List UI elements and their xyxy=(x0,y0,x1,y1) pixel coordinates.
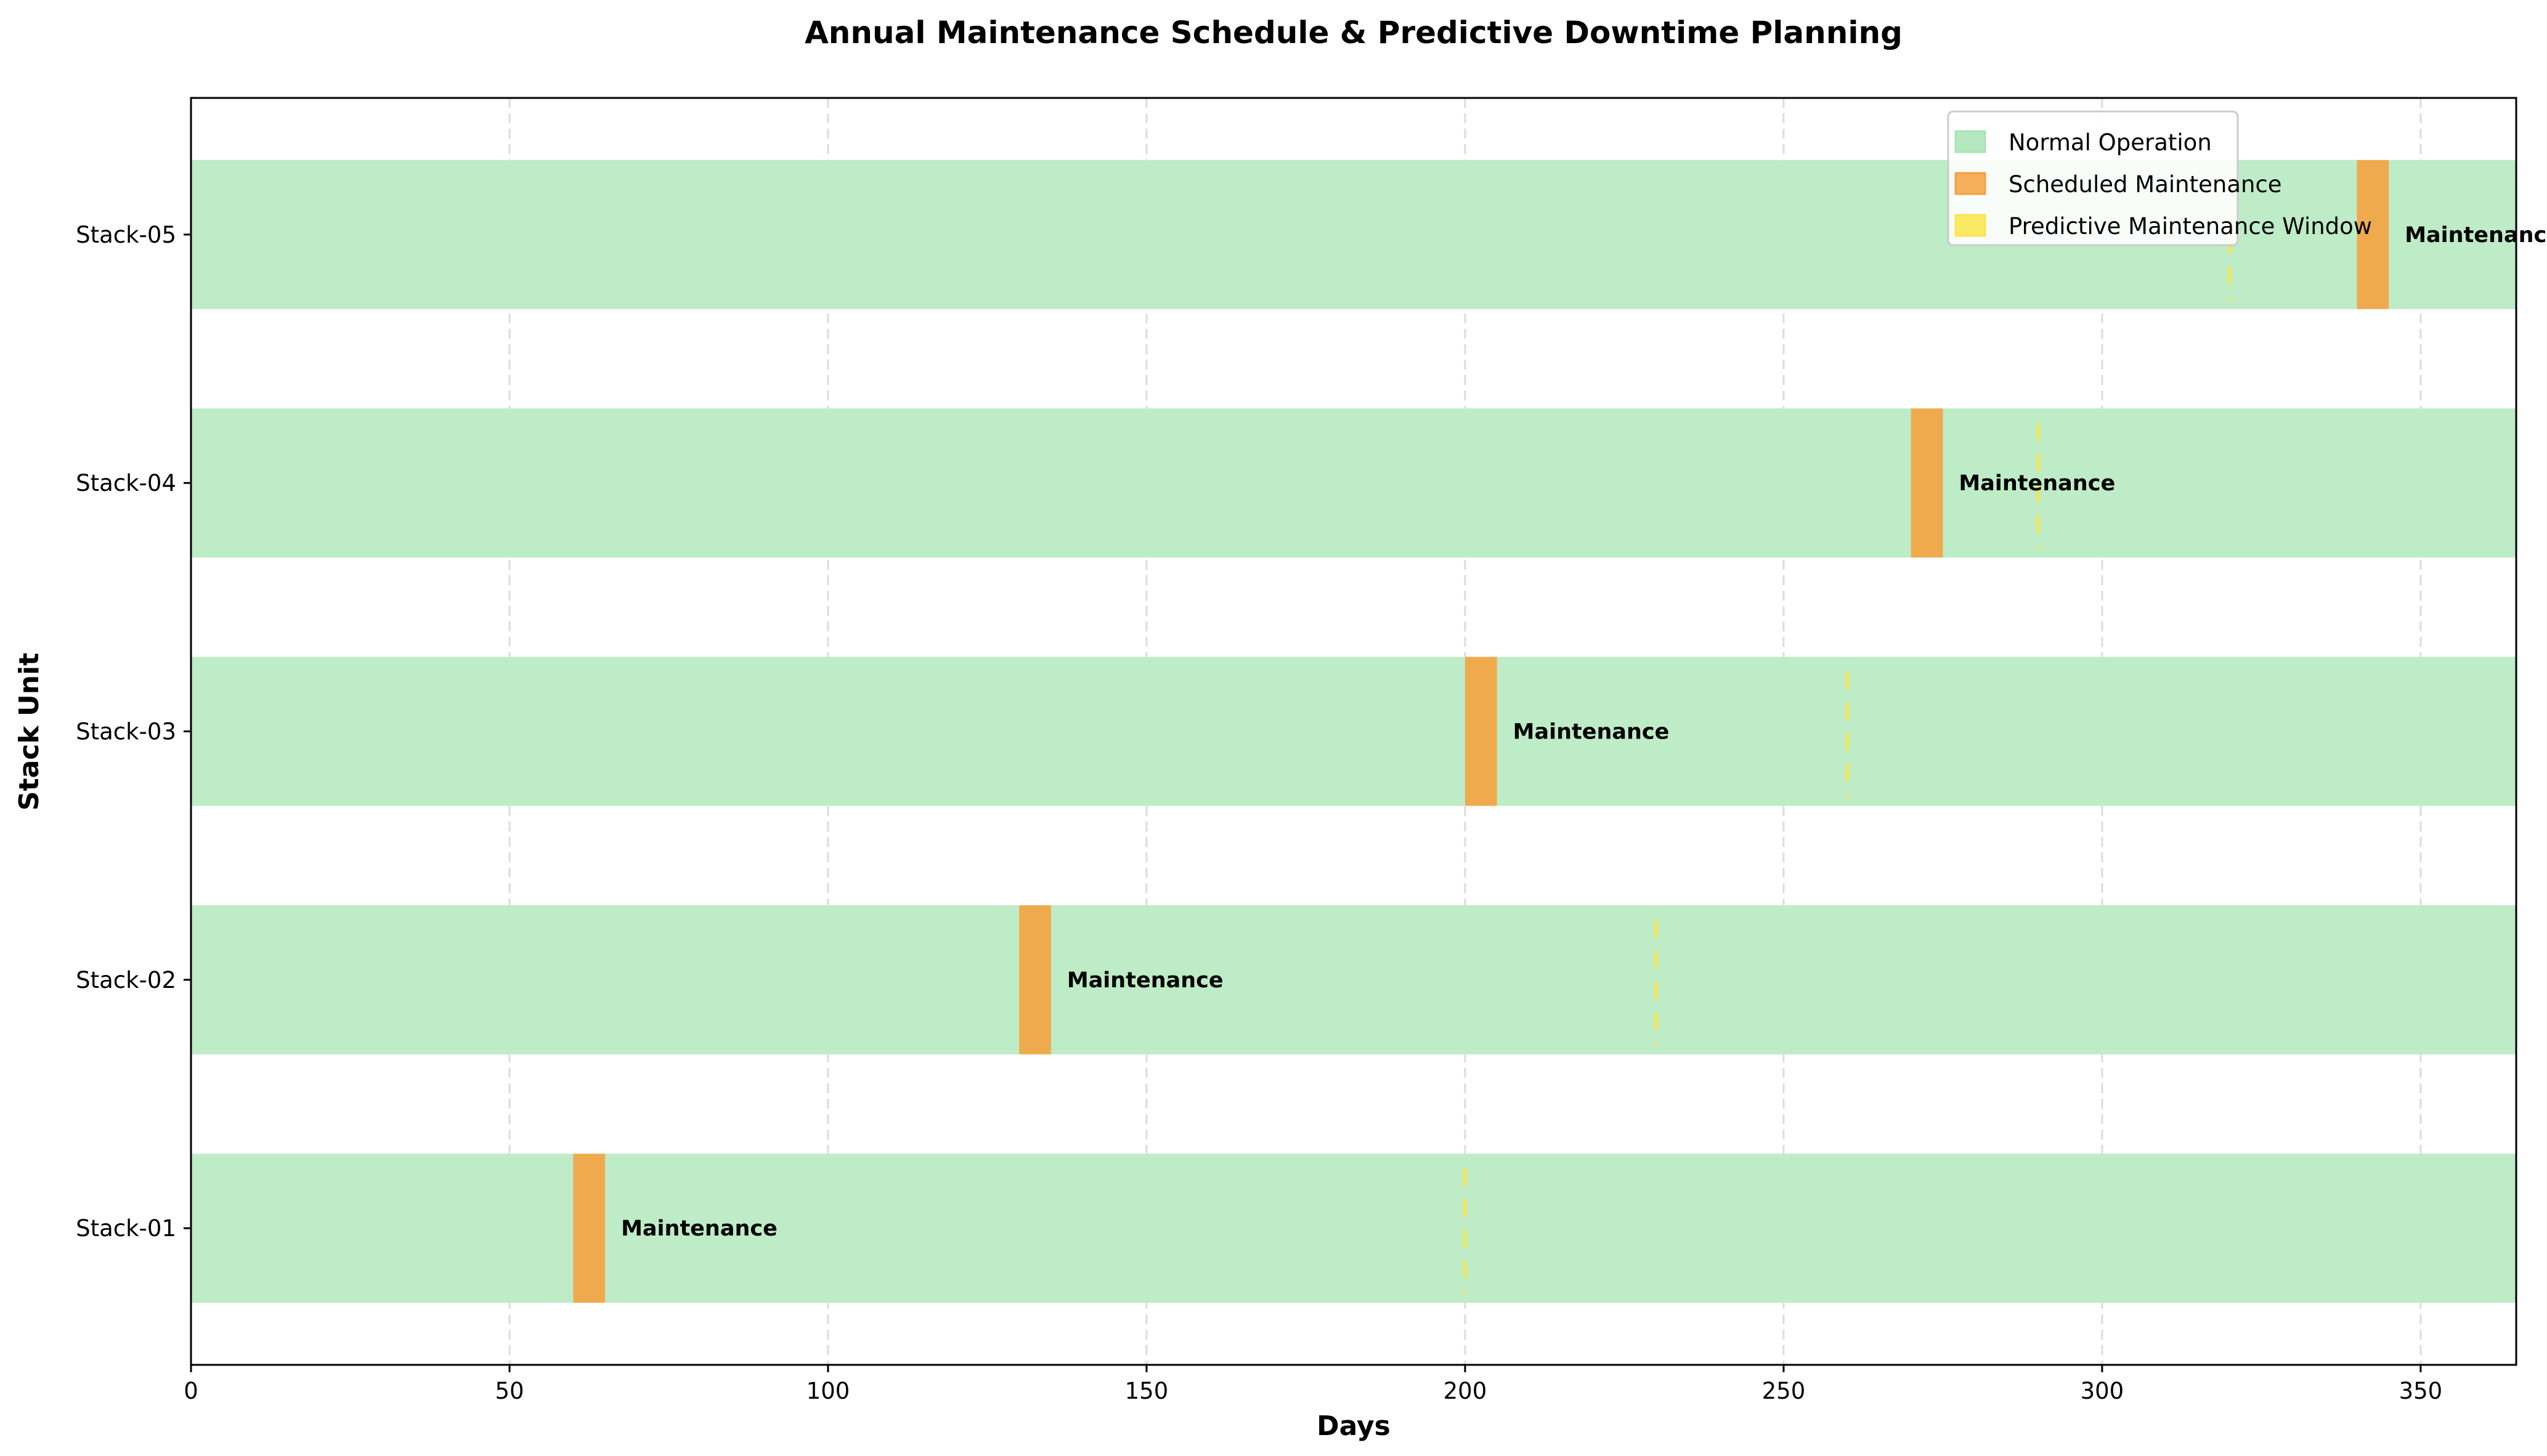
maintenance-annotation: Maintenance xyxy=(1959,471,2115,496)
x-tick-label: 0 xyxy=(184,1378,198,1404)
maintenance-annotation: Maintenance xyxy=(621,1216,778,1241)
legend-box xyxy=(1947,110,2239,246)
x-axis-label: Days xyxy=(1317,1410,1391,1442)
y-tick-label: Stack-03 xyxy=(76,719,176,745)
scheduled-maintenance-bar xyxy=(2357,160,2389,309)
scheduled-maintenance-bar xyxy=(573,1154,606,1303)
normal-operation-bar xyxy=(191,408,2516,558)
maintenance-annotation: Maintenance xyxy=(1513,720,1670,745)
normal-operation-bar xyxy=(191,657,2516,806)
x-tick-label: 150 xyxy=(1125,1378,1169,1404)
legend: Normal Operation Scheduled Maintenance Pre… xyxy=(1947,110,2372,246)
x-tick-label: 350 xyxy=(2399,1378,2443,1404)
scheduled-maintenance-bar xyxy=(1911,408,1943,558)
y-axis-label: Stack Unit xyxy=(14,653,45,811)
normal-operation-bar xyxy=(191,1154,2516,1303)
x-tick-label: 300 xyxy=(2081,1378,2124,1404)
x-tick-label: 50 xyxy=(495,1378,524,1404)
normal-operation-bar xyxy=(191,905,2516,1054)
y-tick-label: Stack-02 xyxy=(76,967,176,993)
x-tick-label: 200 xyxy=(1444,1378,1487,1404)
scheduled-maintenance-bar xyxy=(1464,657,1497,806)
y-tick-label: Stack-04 xyxy=(76,470,176,496)
legend-label: Normal Operation xyxy=(2009,129,2212,156)
chart-title: Annual Maintenance Schedule & Predictive… xyxy=(805,15,1903,51)
x-tick-label: 100 xyxy=(806,1378,850,1404)
x-tick-label: 250 xyxy=(1762,1378,1806,1404)
maintenance-annotation: Maintenance xyxy=(2405,223,2547,248)
legend-swatch xyxy=(1954,214,1986,237)
legend-label: Scheduled Maintenance xyxy=(2009,171,2282,198)
legend-swatch xyxy=(1954,172,1986,195)
legend-label: Predictive Maintenance Window xyxy=(2009,213,2372,240)
legend-swatch xyxy=(1954,130,1986,153)
scheduled-maintenance-bar xyxy=(1019,905,1051,1054)
maintenance-annotation: Maintenance xyxy=(1067,968,1224,993)
y-tick-label: Stack-01 xyxy=(76,1215,176,1242)
y-tick-label: Stack-05 xyxy=(76,222,176,248)
